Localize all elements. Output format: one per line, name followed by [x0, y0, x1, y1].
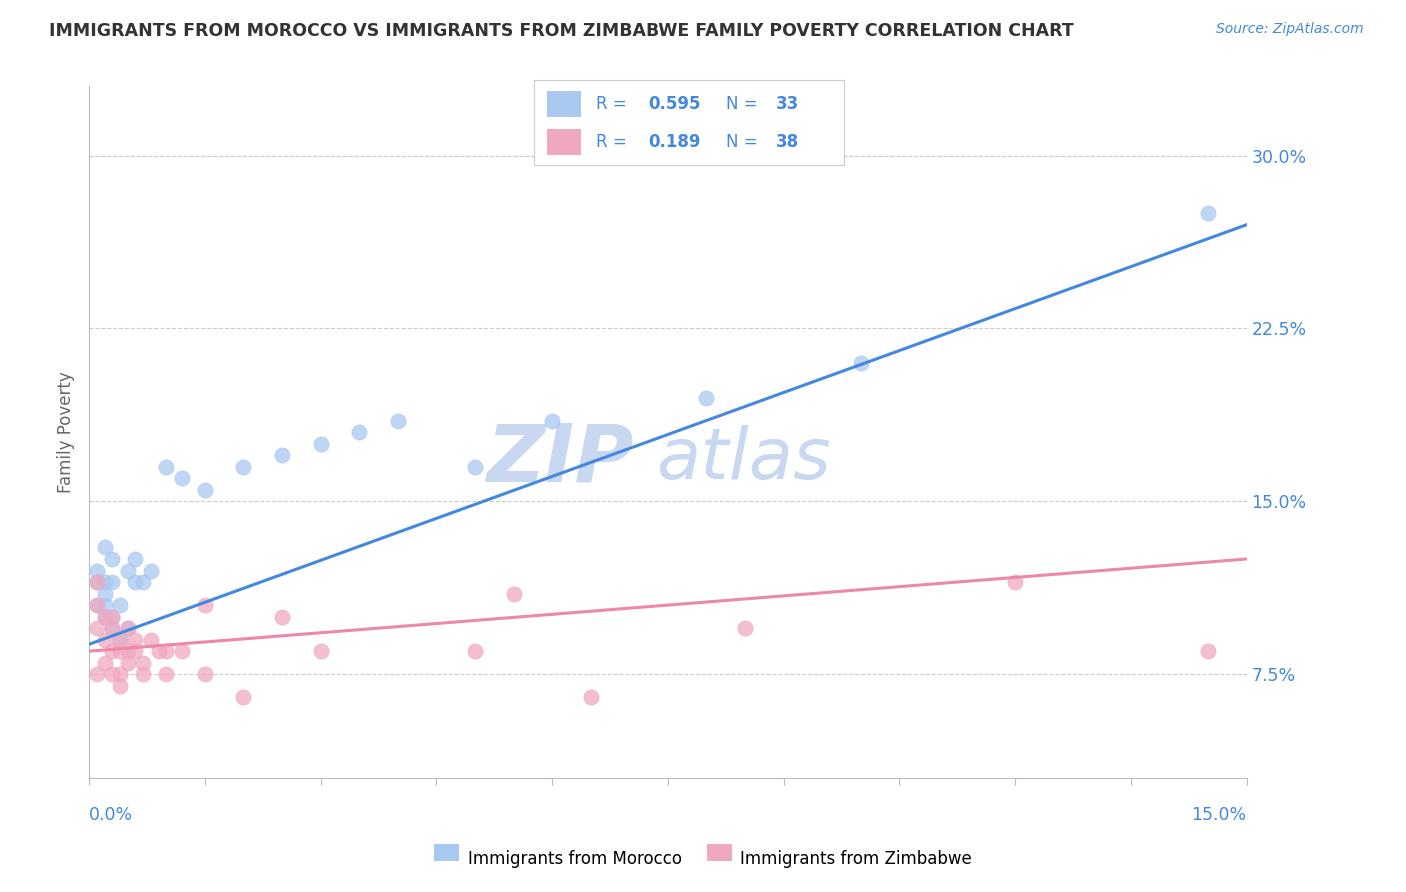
- Point: [155, 667, 177, 681]
- Point: [86, 598, 108, 612]
- Point: [695, 391, 717, 405]
- Point: [117, 656, 139, 670]
- Point: [271, 448, 294, 462]
- Text: R =: R =: [596, 133, 637, 151]
- Point: [194, 598, 217, 612]
- Text: 38: 38: [776, 133, 799, 151]
- Point: [108, 598, 131, 612]
- Point: [93, 598, 115, 612]
- Point: [101, 609, 124, 624]
- Point: [117, 564, 139, 578]
- Text: N =: N =: [725, 133, 763, 151]
- Point: [101, 621, 124, 635]
- Point: [132, 575, 155, 590]
- Point: [101, 552, 124, 566]
- Point: [108, 644, 131, 658]
- Point: [347, 425, 370, 440]
- Point: [170, 644, 193, 658]
- Bar: [547, 129, 581, 155]
- Point: [1004, 575, 1026, 590]
- Point: [117, 644, 139, 658]
- Text: atlas: atlas: [657, 425, 831, 494]
- Text: 0.189: 0.189: [648, 133, 702, 151]
- Text: ZIP: ZIP: [485, 421, 633, 499]
- Point: [101, 644, 124, 658]
- Point: [86, 564, 108, 578]
- Text: 0.595: 0.595: [648, 95, 702, 113]
- Point: [464, 459, 486, 474]
- Point: [148, 644, 170, 658]
- Legend: Immigrants from Morocco, Immigrants from Zimbabwe: Immigrants from Morocco, Immigrants from…: [427, 843, 979, 875]
- Point: [155, 644, 177, 658]
- Point: [132, 667, 155, 681]
- Point: [117, 621, 139, 635]
- Point: [93, 586, 115, 600]
- Point: [124, 575, 146, 590]
- Point: [101, 667, 124, 681]
- Point: [232, 459, 254, 474]
- Point: [93, 575, 115, 590]
- Text: N =: N =: [725, 95, 763, 113]
- Text: R =: R =: [596, 95, 633, 113]
- Point: [108, 679, 131, 693]
- Point: [86, 575, 108, 590]
- Point: [86, 621, 108, 635]
- Point: [309, 644, 332, 658]
- Point: [271, 609, 294, 624]
- Point: [124, 644, 146, 658]
- Point: [108, 667, 131, 681]
- Point: [309, 436, 332, 450]
- Bar: [547, 91, 581, 117]
- Point: [387, 414, 409, 428]
- Point: [170, 471, 193, 485]
- Point: [579, 690, 602, 705]
- Point: [502, 586, 524, 600]
- Point: [194, 483, 217, 497]
- Point: [86, 667, 108, 681]
- Point: [86, 598, 108, 612]
- Point: [117, 621, 139, 635]
- Point: [1197, 206, 1219, 220]
- Point: [101, 609, 124, 624]
- Point: [124, 632, 146, 647]
- Point: [849, 356, 872, 370]
- Point: [101, 575, 124, 590]
- Point: [1197, 644, 1219, 658]
- Point: [541, 414, 564, 428]
- Point: [132, 656, 155, 670]
- Text: 33: 33: [776, 95, 799, 113]
- Point: [108, 632, 131, 647]
- Point: [93, 632, 115, 647]
- Text: 0.0%: 0.0%: [89, 805, 134, 823]
- Point: [194, 667, 217, 681]
- Point: [155, 459, 177, 474]
- Point: [93, 609, 115, 624]
- Point: [734, 621, 756, 635]
- Point: [232, 690, 254, 705]
- Text: 15.0%: 15.0%: [1191, 805, 1247, 823]
- Text: Source: ZipAtlas.com: Source: ZipAtlas.com: [1216, 22, 1364, 37]
- Y-axis label: Family Poverty: Family Poverty: [58, 371, 75, 493]
- Point: [464, 644, 486, 658]
- Point: [139, 564, 162, 578]
- Point: [101, 621, 124, 635]
- Point: [93, 656, 115, 670]
- Point: [139, 632, 162, 647]
- Point: [93, 541, 115, 555]
- Point: [108, 632, 131, 647]
- Text: IMMIGRANTS FROM MOROCCO VS IMMIGRANTS FROM ZIMBABWE FAMILY POVERTY CORRELATION C: IMMIGRANTS FROM MOROCCO VS IMMIGRANTS FR…: [49, 22, 1074, 40]
- Point: [86, 575, 108, 590]
- Point: [124, 552, 146, 566]
- Point: [93, 609, 115, 624]
